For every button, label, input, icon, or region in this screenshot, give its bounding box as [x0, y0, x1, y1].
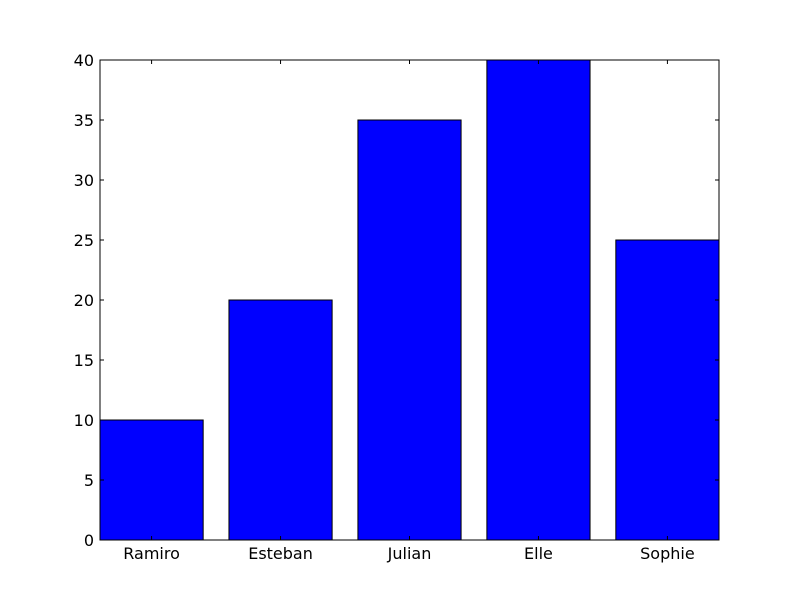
- axes-frame: [99, 59, 720, 541]
- x-tick-label-elle: Elle: [524, 544, 553, 563]
- bar-ramiro: [99, 419, 204, 541]
- y-tick-label-15: 15: [74, 351, 94, 370]
- bar-group: [99, 59, 720, 541]
- y-tick-label-40: 40: [74, 51, 94, 70]
- bar-esteban: [228, 299, 333, 541]
- x-tick-label-sophie: Sophie: [640, 544, 695, 563]
- x-tick-label-ramiro: Ramiro: [123, 544, 180, 563]
- y-tick-label-10: 10: [74, 411, 94, 430]
- y-tick-label-5: 5: [84, 471, 94, 490]
- x-tick-label-julian: Julian: [387, 544, 432, 563]
- y-tick-label-30: 30: [74, 171, 94, 190]
- y-tick-label-0: 0: [84, 531, 94, 550]
- bar-elle: [486, 59, 591, 541]
- y-tick-labels: 0 5 10 15 20 25 30 35 40: [74, 51, 94, 550]
- tick-marks: [100, 59, 719, 541]
- x-tick-labels: Ramiro Esteban Julian Elle Sophie: [123, 544, 694, 563]
- bar-sophie: [615, 239, 720, 541]
- y-tick-label-35: 35: [74, 111, 94, 130]
- x-tick-label-esteban: Esteban: [248, 544, 313, 563]
- bar-julian: [357, 119, 462, 541]
- y-tick-label-25: 25: [74, 231, 94, 250]
- y-tick-label-20: 20: [74, 291, 94, 310]
